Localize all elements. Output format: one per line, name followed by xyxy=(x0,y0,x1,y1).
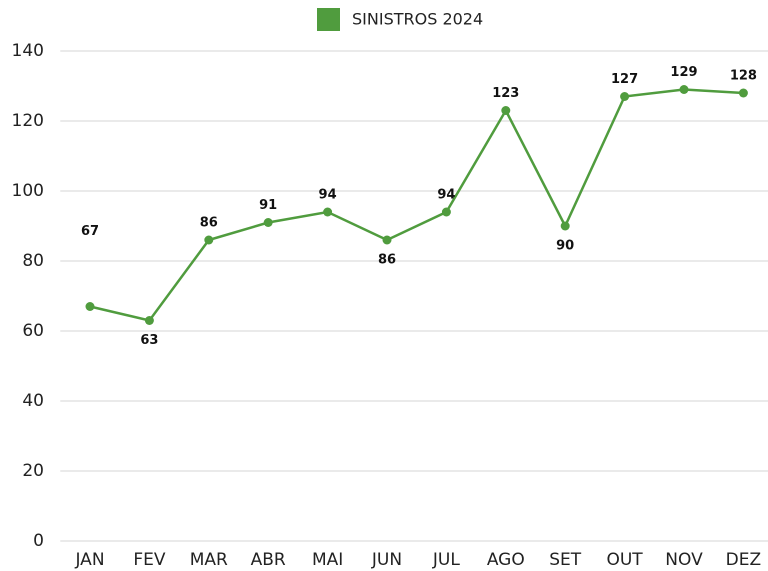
x-tick-label: SET xyxy=(549,550,582,570)
x-tick-label: MAR xyxy=(190,550,228,570)
y-tick-label: 40 xyxy=(22,391,44,411)
data-label: 86 xyxy=(378,253,396,268)
point xyxy=(620,92,630,101)
data-label: 128 xyxy=(730,69,757,84)
x-tick-label: JUN xyxy=(371,550,402,570)
x-tick-label: OUT xyxy=(606,550,643,570)
line xyxy=(89,88,744,322)
x-tick-label: JAN xyxy=(74,550,104,570)
legend-swatch xyxy=(317,8,340,31)
y-tick-label: 60 xyxy=(22,321,44,341)
x-tick-label: MAI xyxy=(312,550,343,570)
data-label: 123 xyxy=(492,86,519,101)
data-label: 86 xyxy=(200,216,218,231)
point xyxy=(501,106,511,115)
x-tick-label: JUL xyxy=(432,550,460,570)
x-tick-label: DEZ xyxy=(726,550,761,570)
point xyxy=(382,235,392,245)
data-label: 63 xyxy=(140,333,158,348)
point xyxy=(738,88,748,98)
point xyxy=(263,218,273,227)
data-label: 91 xyxy=(259,198,277,213)
y-tick-label: 0 xyxy=(33,531,44,551)
y-tick-label: 140 xyxy=(12,41,44,61)
point xyxy=(323,207,333,217)
data-label: 127 xyxy=(611,72,638,87)
x-tick-label: NOV xyxy=(665,550,703,570)
point xyxy=(204,235,214,245)
data-label: 129 xyxy=(670,65,697,80)
point xyxy=(85,302,95,311)
data-label: 94 xyxy=(319,188,337,203)
point xyxy=(560,221,570,231)
point xyxy=(144,316,154,325)
y-tick-label: 80 xyxy=(22,251,44,271)
data-label: 90 xyxy=(556,239,574,254)
point xyxy=(441,207,451,217)
y-tick-label: 20 xyxy=(22,461,44,481)
data-label: 94 xyxy=(437,188,455,203)
y-tick-label: 100 xyxy=(12,181,44,201)
x-tick-label: AGO xyxy=(487,550,525,570)
legend-label: SINISTROS 2024 xyxy=(352,10,483,29)
y-tick-label: 120 xyxy=(12,111,44,131)
point xyxy=(679,85,689,94)
x-tick-label: ABR xyxy=(251,550,286,570)
data-label: 67 xyxy=(81,224,99,239)
x-tick-label: FEV xyxy=(133,550,166,570)
